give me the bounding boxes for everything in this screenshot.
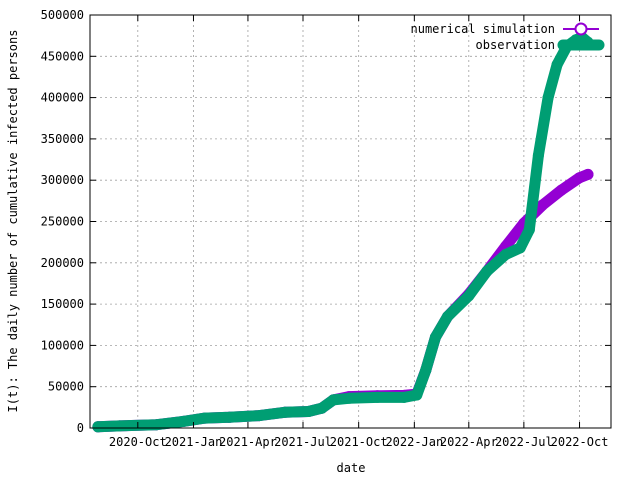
y-tick-label: 300000 xyxy=(41,173,84,187)
x-tick-label: 2022-Jan xyxy=(385,435,443,449)
y-tick-label: 150000 xyxy=(41,297,84,311)
data-point xyxy=(582,168,594,180)
series-line xyxy=(92,168,594,433)
data-point xyxy=(114,420,126,432)
data-point xyxy=(316,402,328,414)
y-tick-label: 400000 xyxy=(41,91,84,105)
series-layer xyxy=(92,31,594,433)
y-tick-label: 100000 xyxy=(41,338,84,352)
data-point xyxy=(574,172,585,184)
x-tick-label: 2021-Jan xyxy=(165,435,223,449)
legend-label: numerical simulation xyxy=(411,22,556,36)
data-point xyxy=(481,265,493,277)
data-point xyxy=(151,419,163,431)
x-axis-label: date xyxy=(337,461,366,475)
data-point xyxy=(279,406,291,418)
axis-ticks xyxy=(90,14,611,429)
data-point xyxy=(463,290,475,302)
data-point xyxy=(500,249,512,260)
y-tick-label: 0 xyxy=(77,421,84,435)
data-point xyxy=(253,410,265,422)
data-point xyxy=(430,331,441,343)
data-point xyxy=(523,224,535,236)
x-tick-label: 2021-Apr xyxy=(219,435,277,449)
data-point xyxy=(327,394,339,406)
data-point xyxy=(302,406,314,417)
x-tick-label: 2020-Oct xyxy=(109,435,167,449)
data-point xyxy=(551,59,563,71)
series-numerical-simulation xyxy=(92,168,594,433)
data-point xyxy=(199,412,211,424)
legend-marker xyxy=(574,22,588,36)
data-point xyxy=(177,415,189,427)
data-point xyxy=(537,199,549,211)
data-point xyxy=(223,411,235,423)
x-tick-label: 2021-Jul xyxy=(274,435,332,449)
x-tick-label: 2021-Oct xyxy=(330,435,388,449)
data-point xyxy=(442,311,454,322)
data-point xyxy=(411,389,423,401)
data-point xyxy=(532,149,544,161)
data-point xyxy=(92,421,104,433)
y-tick-label: 450000 xyxy=(41,49,84,63)
y-tick-label: 200000 xyxy=(41,256,84,270)
y-tick-label: 500000 xyxy=(41,8,84,22)
data-point xyxy=(371,391,383,403)
tick-labels: 0 50000 100000 150000 200000 250000 300000 3500… xyxy=(41,8,609,449)
x-tick-label: 2022-Apr xyxy=(440,435,498,449)
data-point xyxy=(343,392,355,404)
data-point xyxy=(420,364,432,376)
legend: numerical simulation observation xyxy=(411,22,605,52)
data-point xyxy=(555,184,567,196)
y-axis-label: I(t): The daily number of cumulative inf… xyxy=(6,30,20,413)
data-point xyxy=(542,92,554,104)
data-point xyxy=(398,391,410,403)
data-point xyxy=(514,242,526,254)
y-tick-label: 250000 xyxy=(41,215,84,229)
x-tick-label: 2022-Oct xyxy=(551,435,609,449)
legend-label: observation xyxy=(476,38,555,52)
y-tick-label: 350000 xyxy=(41,132,84,146)
x-tick-label: 2022-Jul xyxy=(495,435,553,449)
y-tick-label: 50000 xyxy=(48,380,84,394)
